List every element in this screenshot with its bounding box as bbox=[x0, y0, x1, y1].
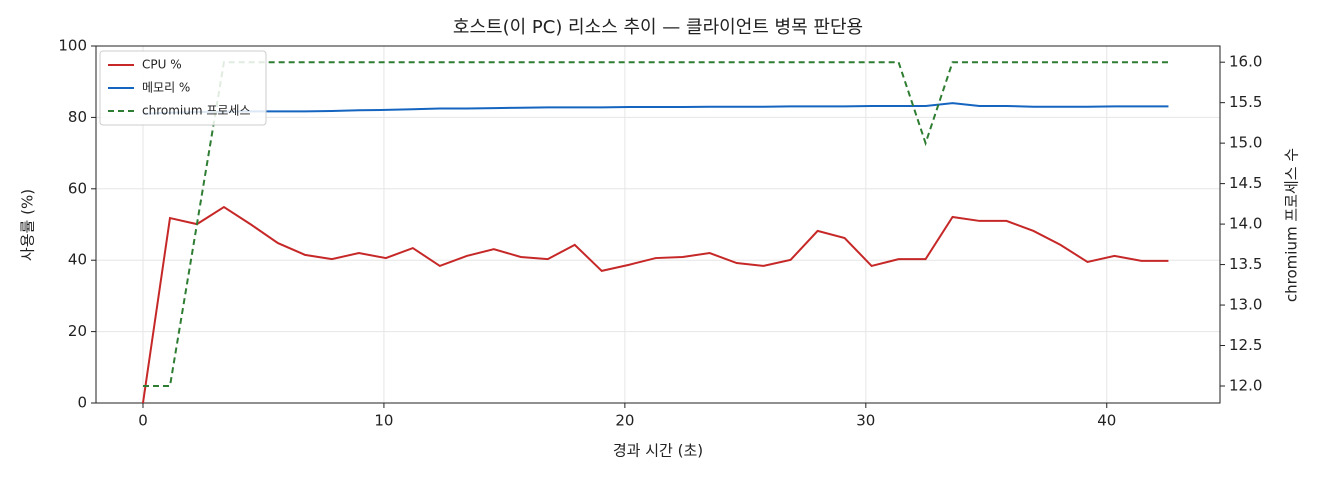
y-tick-label: 0 bbox=[77, 394, 87, 412]
y2-tick-label: 13.5 bbox=[1229, 255, 1262, 273]
x-tick-label: 0 bbox=[138, 412, 148, 430]
x-tick-label: 10 bbox=[374, 412, 393, 430]
y2-tick-label: 16.0 bbox=[1229, 53, 1262, 71]
series-line bbox=[142, 61, 1169, 387]
y-tick-label: 60 bbox=[68, 179, 87, 197]
y2-tick-label: 12.5 bbox=[1229, 336, 1262, 354]
legend-label: chromium 프로세스 bbox=[142, 104, 251, 118]
y-tick-label: 20 bbox=[68, 322, 87, 340]
y2-tick-label: 12.0 bbox=[1229, 377, 1262, 395]
y2-tick-label: 13.0 bbox=[1229, 296, 1262, 314]
legend-label: CPU % bbox=[142, 58, 182, 72]
chart-title: 호스트(이 PC) 리소스 추이 — 클라이언트 병목 판단용 bbox=[453, 17, 863, 38]
legend-label: 메모리 % bbox=[142, 81, 190, 95]
y-tick-label: 100 bbox=[58, 37, 87, 55]
y2-tick-label: 15.5 bbox=[1229, 93, 1262, 111]
y2-tick-label: 14.0 bbox=[1229, 215, 1262, 233]
x-axis-label: 경과 시간 (초) bbox=[613, 442, 703, 460]
series-line bbox=[141, 205, 1169, 404]
plot-frame bbox=[95, 45, 1221, 404]
y2-axis-label: chromium 프로세스 수 bbox=[1283, 148, 1301, 302]
y-tick-label: 40 bbox=[68, 251, 87, 269]
y2-tick-label: 15.0 bbox=[1229, 134, 1262, 152]
y2-tick-label: 14.5 bbox=[1229, 174, 1262, 192]
x-tick-label: 20 bbox=[615, 412, 634, 430]
series-line bbox=[142, 102, 1169, 115]
x-tick-label: 30 bbox=[856, 412, 875, 430]
y-axis-label: 사용률 (%) bbox=[19, 189, 37, 261]
legend-box bbox=[99, 50, 267, 126]
x-tick-label: 40 bbox=[1097, 412, 1116, 430]
y-tick-label: 80 bbox=[68, 108, 87, 126]
